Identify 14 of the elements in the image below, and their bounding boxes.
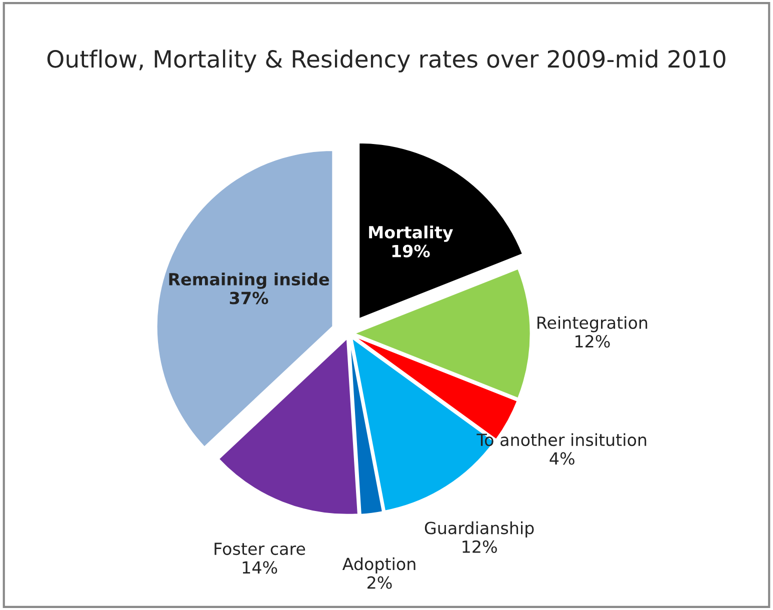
data-label: 4% (550, 452, 574, 465)
slice-label: Guardianship (424, 521, 534, 538)
slice-label: Remaining inside (169, 272, 329, 289)
data-label: 12% (462, 540, 497, 553)
data-label: 19% (392, 244, 430, 258)
chart-title: Outflow, Mortality & Residency rates over 2009-mid 2010 (47, 50, 726, 72)
slice-label: Mortality (369, 226, 453, 242)
data-label: 2% (367, 576, 392, 589)
data-label: 37% (230, 292, 268, 304)
data-label: 14% (242, 561, 278, 574)
slice-label: Adoption (342, 557, 416, 574)
data-label: 12% (576, 335, 610, 348)
slice-label: Reintegration (538, 316, 648, 332)
slice-label: Foster care (214, 542, 306, 556)
